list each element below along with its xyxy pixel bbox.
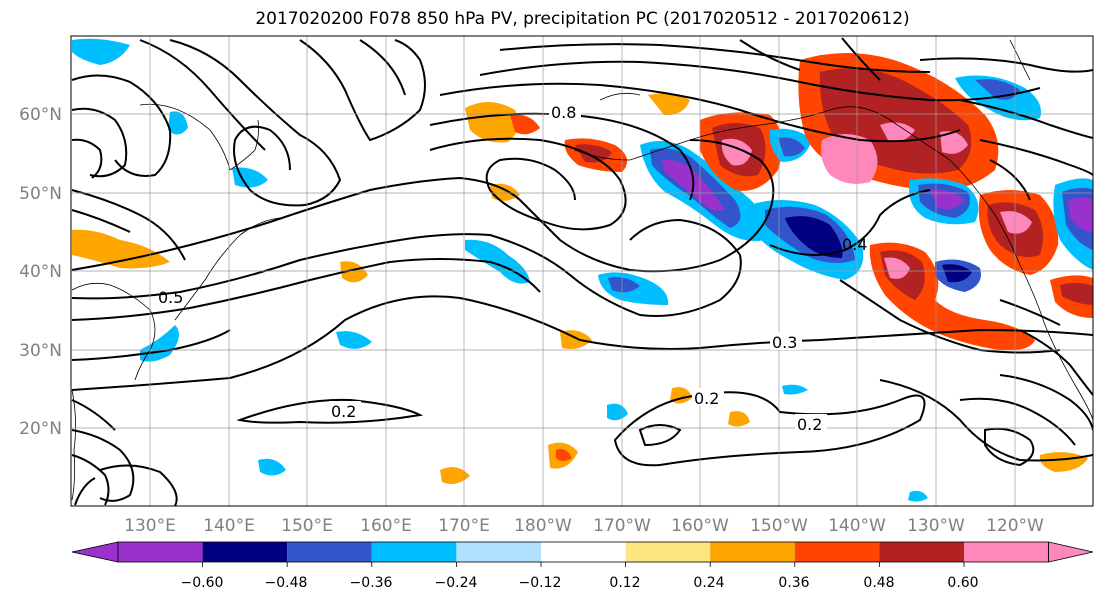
lat-labels: 60°N 50°N 40°N 30°N 20°N: [19, 105, 62, 439]
colorbar-segment: [202, 542, 288, 562]
lat-label: 20°N: [19, 419, 62, 439]
colorbar-extend-min: [71, 541, 119, 563]
lon-label: 140°W: [828, 516, 886, 536]
contour-label: 0.2: [797, 415, 822, 434]
lon-label: 170°E: [438, 516, 490, 536]
chart-title: 2017020200 F078 850 hPa PV, precipitatio…: [255, 9, 910, 29]
lat-label: 60°N: [19, 105, 62, 125]
lat-label: 40°N: [19, 262, 62, 282]
contour-label: 0.3: [772, 333, 797, 352]
colorbar-segment: [625, 542, 711, 562]
lon-label: 130°W: [907, 516, 965, 536]
colorbar-tick-label: 0.24: [693, 575, 724, 591]
contour-label: 0.5: [158, 288, 183, 307]
colorbar-segments: [71, 541, 1094, 563]
colorbar-tick-label: 0.60: [947, 575, 978, 591]
lon-label: 140°E: [203, 516, 255, 536]
colorbar-segment: [118, 542, 203, 562]
colorbar-segment: [710, 542, 795, 562]
contour-label: 0.2: [331, 402, 356, 421]
lon-label: 150°E: [281, 516, 333, 536]
map-frame: [70, 35, 1094, 507]
colorbar-labels: −0.60 −0.48 −0.36 −0.24 −0.12 0.12 0.24 …: [181, 575, 979, 591]
colorbar-tick-label: −0.60: [181, 575, 224, 591]
lon-label: 130°E: [124, 516, 176, 536]
lon-label: 160°E: [360, 516, 412, 536]
colorbar-tick-label: 0.36: [778, 575, 809, 591]
graticule: [71, 36, 1093, 506]
colorbar-segment: [371, 542, 457, 562]
colorbar-segment: [541, 542, 626, 562]
contour-label: 0.4: [842, 235, 867, 254]
colorbar-segment: [456, 542, 541, 562]
contour-label: 0.2: [694, 389, 719, 408]
colorbar-outline: [117, 541, 1049, 563]
pv-contours: [71, 37, 1093, 506]
colorbar-tick-label: −0.36: [350, 575, 393, 591]
map-panel: 0.8 0.2 0.3 0.2 0.2 0.4 0.5: [71, 36, 1093, 506]
lon-label: 150°W: [750, 516, 808, 536]
colorbar-tick-label: −0.48: [265, 575, 308, 591]
lat-label: 50°N: [19, 184, 62, 204]
lon-labels: 130°E 140°E 150°E 160°E 170°E 180°W 170°…: [124, 516, 1044, 536]
colorbar-tick-label: −0.24: [435, 575, 478, 591]
colorbar-tick-label: 0.48: [863, 575, 894, 591]
contour-labels: 0.8 0.2 0.3 0.2 0.2 0.4 0.5: [158, 102, 867, 434]
lon-label: 160°W: [671, 516, 729, 536]
colorbar-tick-label: 0.12: [609, 575, 640, 591]
lon-label: 170°W: [593, 516, 651, 536]
contour-label: 0.8: [551, 103, 576, 122]
colorbar-extend-max: [1048, 541, 1094, 563]
lat-label: 30°N: [19, 341, 62, 361]
colorbar-tick-label: −0.12: [519, 575, 562, 591]
colorbar-segment: [794, 542, 880, 562]
lon-label: 180°W: [514, 516, 572, 536]
colorbar-segment: [287, 542, 372, 562]
colorbar-ticks: [202, 562, 965, 567]
colorbar-segment: [879, 542, 964, 562]
colorbar: −0.60 −0.48 −0.36 −0.24 −0.12 0.12 0.24 …: [71, 541, 1094, 591]
colorbar-segment: [964, 542, 1049, 562]
lon-label: 120°W: [986, 516, 1044, 536]
